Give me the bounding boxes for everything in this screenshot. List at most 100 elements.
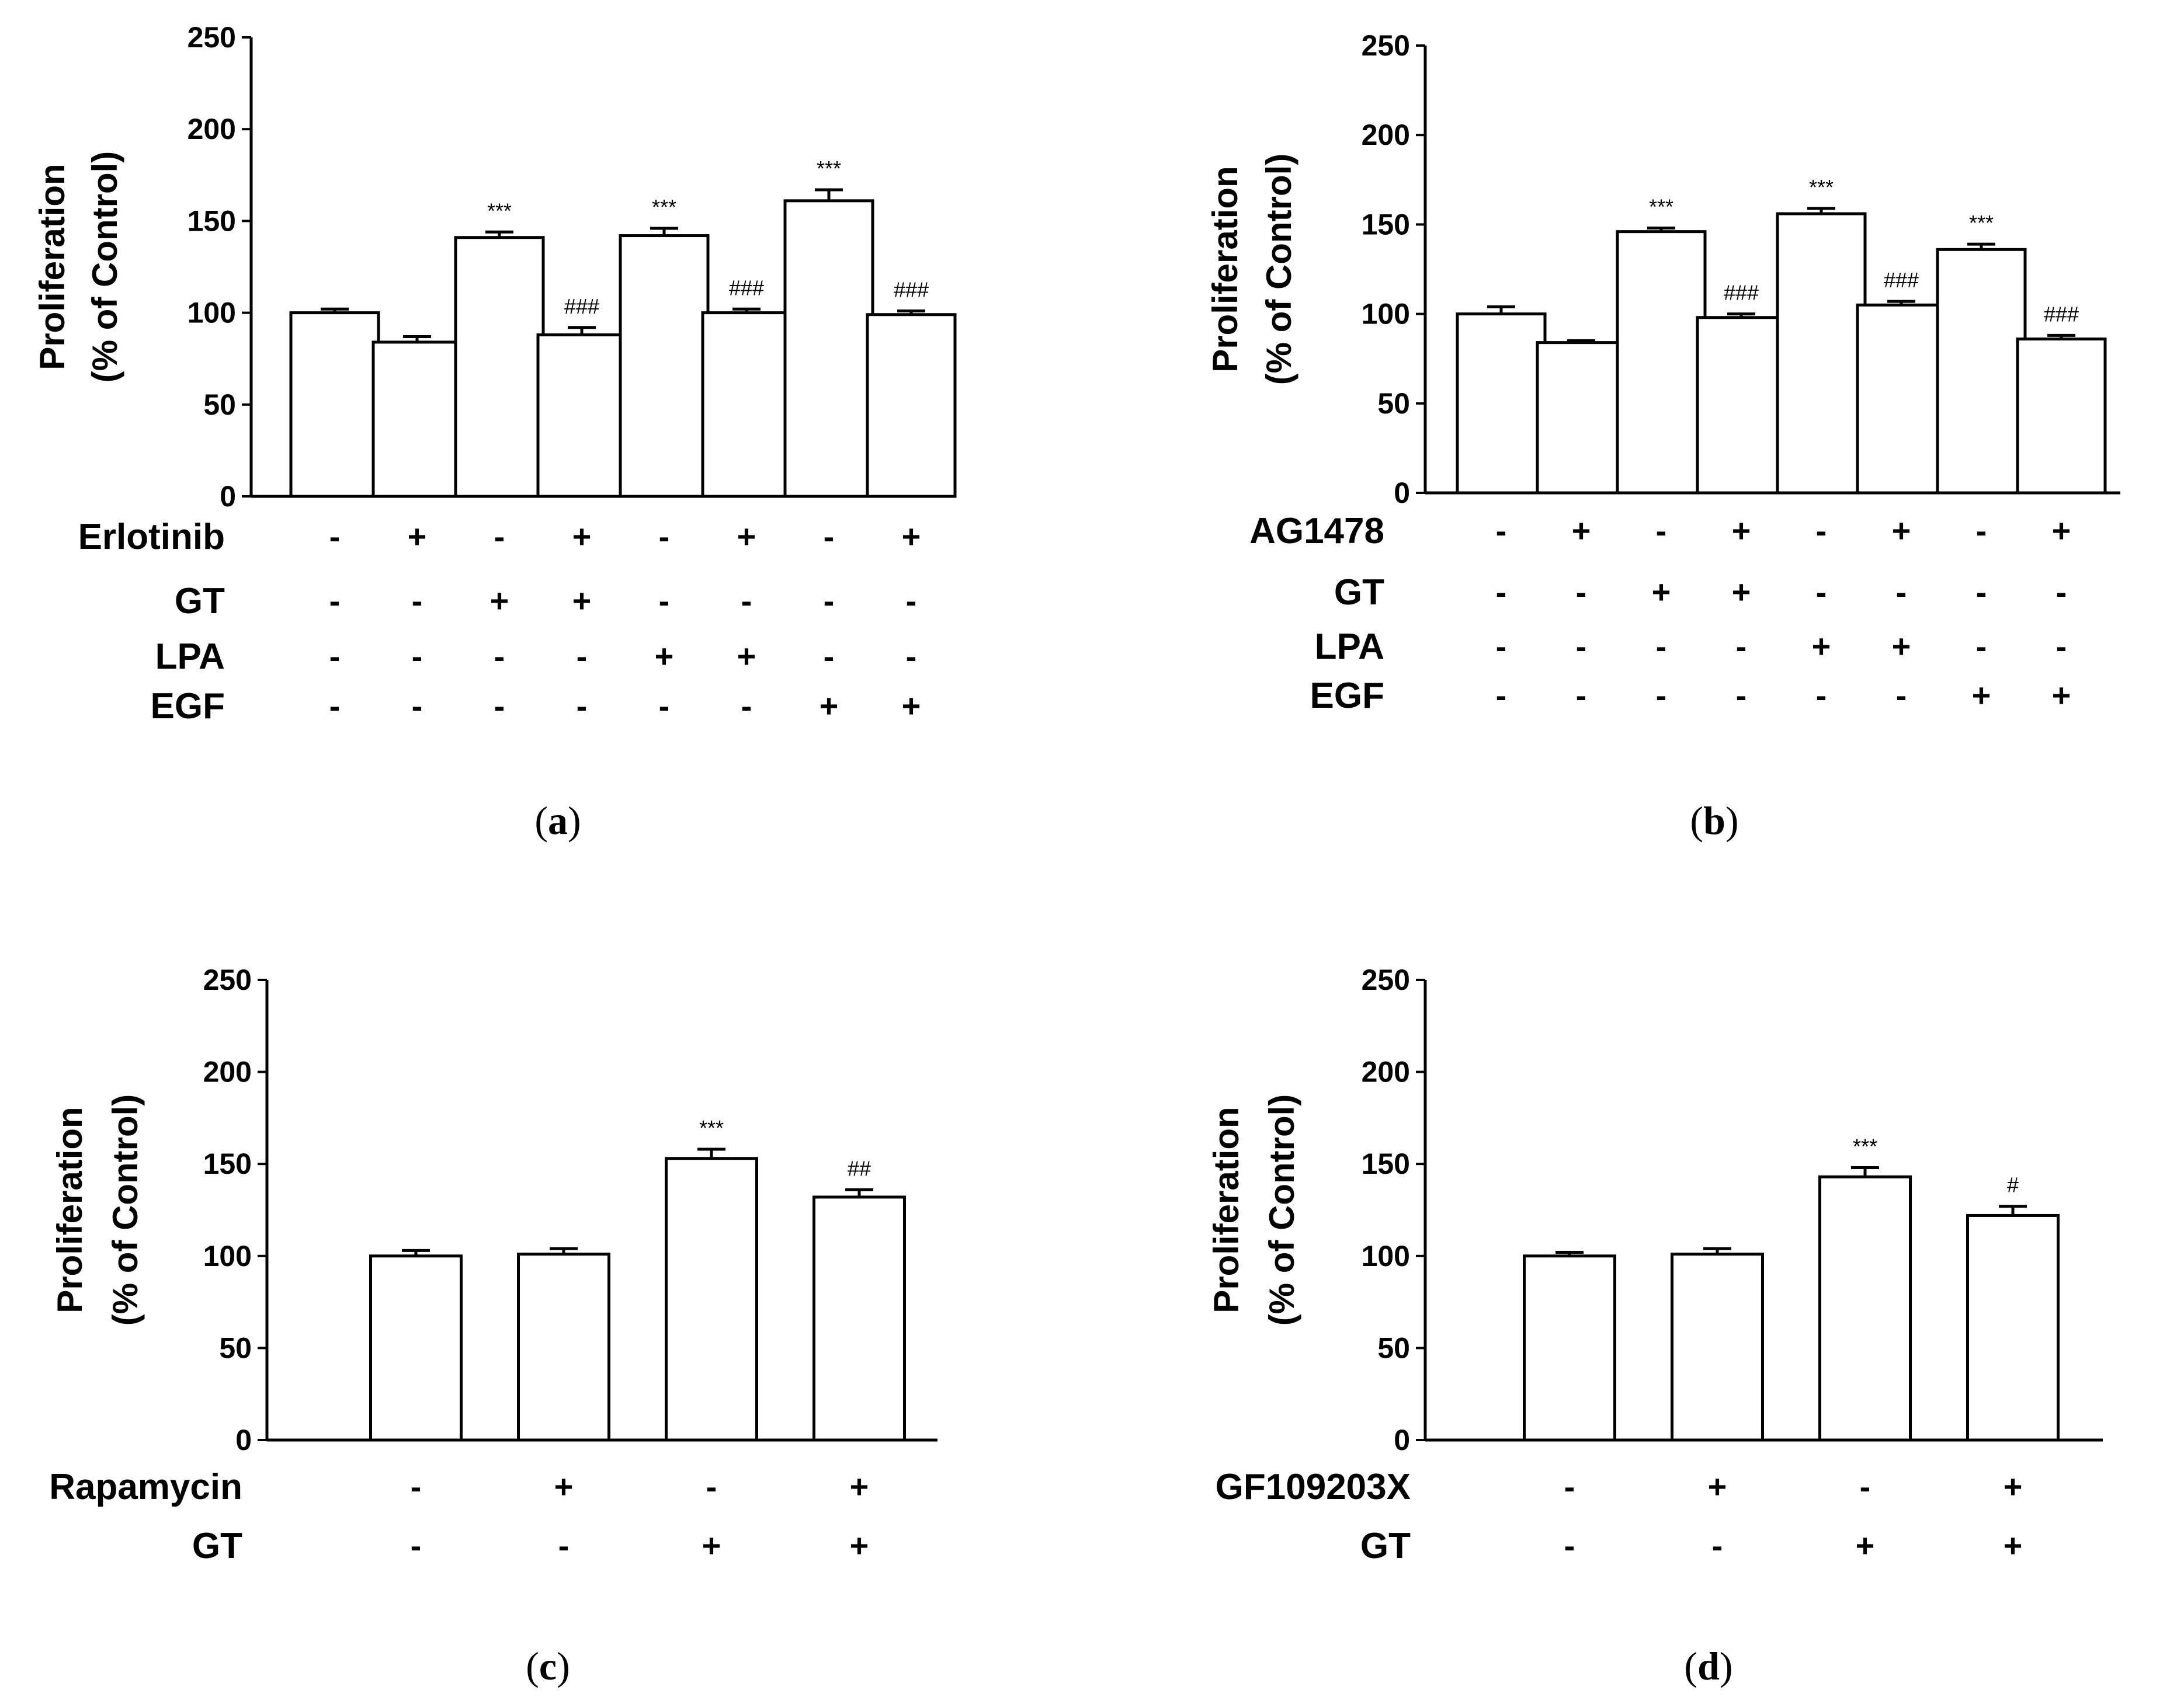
condition-sign: + xyxy=(572,518,592,555)
panel-c-chart: 0 50 100 150 200 250 Proliferation (% of Contro… xyxy=(49,964,938,1566)
y-tick-label: 250 xyxy=(188,21,236,54)
y-axis-label: Proliferation xyxy=(50,1107,89,1313)
y-tick-label: 200 xyxy=(203,1056,252,1089)
condition-sign: + xyxy=(1972,677,1991,714)
bar xyxy=(665,1157,758,1442)
panel-b-caption: (b) xyxy=(1690,798,1738,843)
condition-sign: - xyxy=(558,1527,570,1564)
significance-label: ### xyxy=(729,276,764,300)
condition-sign: + xyxy=(902,687,921,724)
condition-sign: - xyxy=(494,518,505,555)
condition-sign: + xyxy=(902,518,921,555)
significance-label: ### xyxy=(894,277,929,301)
condition-label: GT xyxy=(175,581,225,621)
condition-sign: + xyxy=(737,638,756,674)
condition-sign: - xyxy=(906,638,917,674)
y-tick-label: 100 xyxy=(1362,298,1410,331)
condition-sign: - xyxy=(1576,677,1587,714)
condition-sign: - xyxy=(494,687,505,724)
bar xyxy=(1616,230,1707,495)
bar xyxy=(1671,1253,1764,1442)
y-tick-label: 50 xyxy=(1377,1331,1410,1364)
condition-sign: + xyxy=(1708,1468,1727,1505)
condition-sign: - xyxy=(659,582,670,619)
y-tick-label: 50 xyxy=(219,1331,252,1364)
condition-sign: - xyxy=(1896,677,1907,714)
bar xyxy=(517,1253,610,1442)
condition-sign: - xyxy=(1816,677,1827,714)
significance-label: ### xyxy=(564,294,599,318)
y-tick-label: 100 xyxy=(203,1240,252,1272)
panel-d-caption: (d) xyxy=(1684,1644,1732,1688)
bar xyxy=(619,234,710,498)
y-axis-label: (% of Control) xyxy=(1259,154,1298,385)
bar xyxy=(1776,212,1867,495)
bar xyxy=(2016,337,2107,495)
bar xyxy=(701,311,792,498)
condition-sign: - xyxy=(1496,573,1507,610)
condition-sign: + xyxy=(1732,573,1751,610)
condition-sign: - xyxy=(577,638,588,674)
condition-sign: - xyxy=(741,687,752,724)
y-axis-label: Proliferation xyxy=(1206,166,1245,372)
y-tick-label: 50 xyxy=(203,388,236,421)
condition-sign: - xyxy=(824,582,835,619)
y-tick-label: 0 xyxy=(235,1424,252,1456)
y-tick-label: 0 xyxy=(1394,1424,1410,1456)
y-tick-label: 150 xyxy=(1362,1147,1410,1180)
condition-sign: + xyxy=(1732,512,1751,549)
y-tick-label: 100 xyxy=(188,297,236,329)
condition-sign: - xyxy=(706,1468,717,1505)
bar xyxy=(1856,303,1947,495)
condition-sign: + xyxy=(408,518,427,555)
condition-sign: + xyxy=(850,1527,869,1564)
significance-label: ### xyxy=(2044,302,2079,326)
condition-sign: - xyxy=(659,518,670,555)
condition-label: Erlotinib xyxy=(78,517,225,557)
condition-sign: - xyxy=(1816,512,1827,549)
y-tick-label: 200 xyxy=(188,113,236,145)
bar xyxy=(369,1254,463,1442)
significance-label: *** xyxy=(1809,175,1834,199)
condition-sign: + xyxy=(1892,512,1911,549)
condition-sign: + xyxy=(1856,1527,1875,1564)
bar xyxy=(371,340,463,498)
significance-label: *** xyxy=(1969,211,1994,235)
bar xyxy=(1536,341,1627,495)
bar xyxy=(783,199,874,498)
condition-sign: - xyxy=(329,638,341,674)
significance-label: *** xyxy=(1649,195,1673,219)
condition-sign: + xyxy=(850,1468,869,1505)
y-tick-label: 250 xyxy=(1362,29,1410,62)
significance-label: *** xyxy=(699,1116,724,1140)
condition-sign: - xyxy=(1576,628,1587,665)
significance-label: *** xyxy=(652,195,676,219)
bar xyxy=(866,313,957,498)
bar xyxy=(1936,248,2027,495)
condition-sign: - xyxy=(412,638,423,674)
condition-sign: + xyxy=(2004,1527,2023,1564)
y-tick-label: 250 xyxy=(1362,964,1410,996)
condition-label: GT xyxy=(1360,1526,1411,1566)
condition-sign: - xyxy=(741,582,752,619)
condition-sign: + xyxy=(1892,628,1911,665)
significance-label: *** xyxy=(817,157,841,180)
significance-label: ### xyxy=(1724,281,1759,305)
condition-sign: + xyxy=(655,638,674,674)
y-axis-label: (% of Control) xyxy=(1262,1094,1301,1326)
condition-sign: - xyxy=(906,582,917,619)
condition-sign: + xyxy=(572,582,592,619)
y-tick-label: 200 xyxy=(1362,119,1410,151)
condition-label: AG1478 xyxy=(1249,511,1384,551)
y-axis-label: Proliferation xyxy=(33,164,72,370)
condition-sign: - xyxy=(1496,628,1507,665)
condition-sign: - xyxy=(411,1468,422,1505)
condition-sign: - xyxy=(412,687,423,724)
condition-sign: - xyxy=(1656,628,1667,665)
condition-sign: + xyxy=(2052,677,2071,714)
condition-sign: - xyxy=(1896,573,1907,610)
condition-sign: - xyxy=(329,687,341,724)
y-tick-label: 100 xyxy=(1362,1240,1410,1272)
condition-sign: - xyxy=(2056,573,2067,610)
